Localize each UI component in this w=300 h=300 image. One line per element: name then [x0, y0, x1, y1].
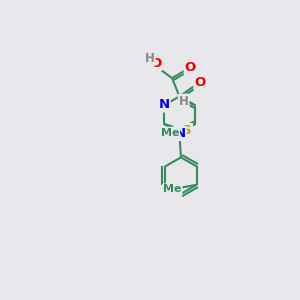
- Text: N: N: [159, 98, 170, 111]
- Text: O: O: [150, 57, 161, 70]
- Text: N: N: [175, 127, 186, 140]
- Text: Me: Me: [161, 128, 179, 138]
- Text: H: H: [179, 94, 189, 108]
- Text: N: N: [175, 127, 186, 140]
- Text: O: O: [185, 61, 196, 74]
- Text: Me: Me: [163, 184, 182, 194]
- Text: S: S: [182, 124, 192, 137]
- Text: O: O: [194, 76, 206, 89]
- Text: H: H: [145, 52, 154, 65]
